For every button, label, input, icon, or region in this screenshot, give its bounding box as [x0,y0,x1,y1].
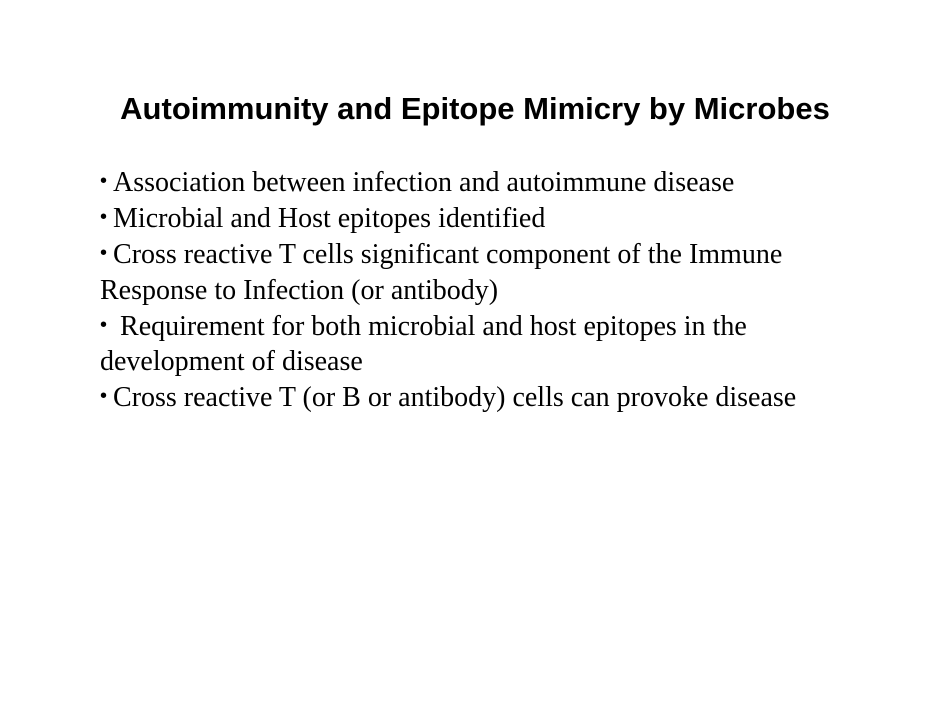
bullet-item: •Cross reactive T (or B or antibody) cel… [100,380,850,416]
bullet-text: Cross reactive T (or B or antibody) cell… [113,382,796,413]
slide-body: •Association between infection and autoi… [100,165,850,416]
bullet-text: Requirement for both microbial and host … [100,311,747,378]
bullet-text: Microbial and Host epitopes identified [113,203,545,234]
slide: Autoimmunity and Epitope Mimicry by Micr… [0,0,950,713]
bullet-text: Cross reactive T cells significant compo… [100,239,782,306]
bullet-item: •Association between infection and autoi… [100,165,850,201]
bullet-item: •Cross reactive T cells significant comp… [100,237,850,309]
bullet-item: • Requirement for both microbial and hos… [100,309,850,381]
slide-title: Autoimmunity and Epitope Mimicry by Micr… [100,90,850,127]
bullet-item: •Microbial and Host epitopes identified [100,201,850,237]
bullet-text: Association between infection and autoim… [113,167,734,198]
